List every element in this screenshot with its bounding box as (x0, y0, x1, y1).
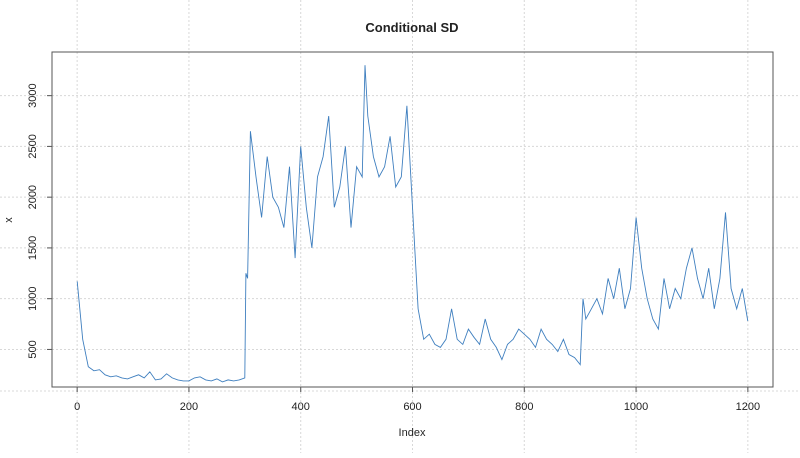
y-tick-label: 1500 (27, 236, 39, 260)
y-tick-label: 1000 (27, 286, 39, 310)
x-tick-label: 800 (515, 401, 533, 413)
y-axis: 500 1000 1500 2000 2500 3000 (27, 83, 52, 359)
x-tick-label: 1200 (736, 401, 760, 413)
x-tick-label: 600 (403, 401, 421, 413)
y-tick-label: 3000 (27, 83, 39, 107)
y-axis-label: x (3, 217, 15, 223)
x-axis-label: Index (399, 427, 426, 439)
y-tick-label: 500 (27, 340, 39, 358)
chart-title: Conditional SD (365, 20, 458, 35)
x-axis: 0 200 400 600 800 1000 1200 (74, 387, 760, 413)
y-tick-label: 2000 (27, 185, 39, 209)
y-tick-label: 2500 (27, 134, 39, 158)
series-line-x (76, 65, 749, 383)
x-tick-label: 400 (292, 401, 310, 413)
x-tick-label: 0 (74, 401, 80, 413)
x-tick-label: 1000 (624, 401, 648, 413)
x-tick-label: 200 (180, 401, 198, 413)
